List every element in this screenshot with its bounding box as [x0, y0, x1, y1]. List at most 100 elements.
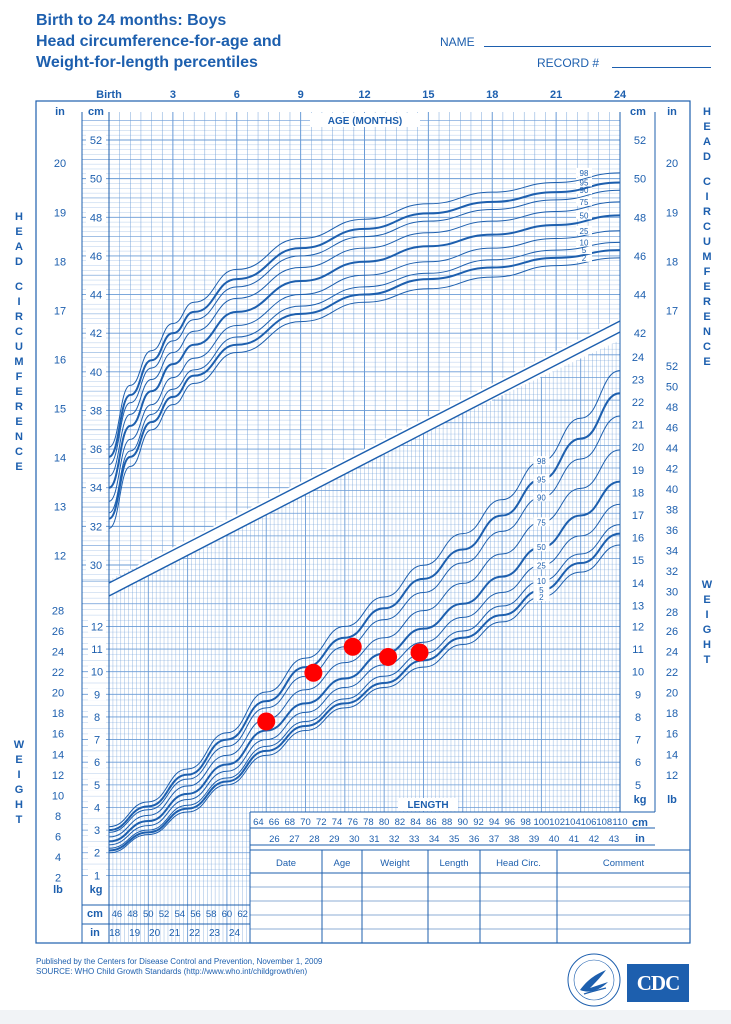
- age-axis-title: AGE (MONTHS): [328, 116, 402, 127]
- wfl-label-bg: [533, 585, 550, 595]
- length-axis-title: LENGTH: [407, 800, 448, 811]
- wfl-kg-tick-left: 11: [91, 644, 102, 656]
- hc-cm-bg: [86, 211, 106, 224]
- length-in-upper-tick: 29: [329, 834, 340, 845]
- wfl-lb-bg-right: [660, 645, 684, 658]
- head-circumference-label-left: C: [15, 326, 23, 338]
- hc-in-bg: [48, 500, 70, 513]
- name-field[interactable]: [484, 46, 711, 47]
- hc-curve-p25: [108, 230, 621, 502]
- wfl-kg-bg-right: [626, 756, 650, 769]
- hc-in-bg-right: [660, 304, 684, 317]
- wfl-kg-bg-right: [626, 441, 650, 454]
- hc-cm-bg-right: [625, 211, 651, 224]
- weight-label-left: G: [15, 784, 24, 796]
- length-in-upper-tick: 26: [269, 834, 280, 845]
- hc-curve-p5: [108, 249, 621, 520]
- length-in-upper-tick: 28: [309, 834, 320, 845]
- wfl-kg-tick-left: 8: [94, 712, 100, 724]
- length-in-lower-tick: 24: [229, 928, 241, 939]
- wfl-lb-bg-right: [660, 606, 684, 619]
- wfl-kg-bg-right: [626, 599, 650, 612]
- length-in-upper-tick: 38: [509, 834, 520, 845]
- hc-cm-bg: [86, 520, 106, 533]
- length-in-upper-tick: 36: [469, 834, 480, 845]
- hc-cm-tick-left: 30: [90, 560, 102, 572]
- wfl-kg-tick-right: 7: [635, 735, 641, 747]
- head-circumference-label-right: C: [703, 221, 711, 233]
- length-cm-lower-tick: 50: [143, 909, 154, 920]
- wfl-lb-tick-left: 8: [55, 811, 61, 823]
- wfl-lb-tick-left: 24: [52, 647, 64, 659]
- wfl-kg-bg: [88, 710, 106, 723]
- record-field[interactable]: [612, 67, 711, 68]
- wfl-kg-unit-left: kg: [90, 884, 103, 896]
- hc-cm-tick-right: 42: [634, 328, 646, 340]
- wfl-lb-bg-right: [660, 421, 684, 434]
- wfl-percentile-label: 5: [539, 586, 544, 595]
- wfl-lb-bg-right: [660, 686, 684, 699]
- wfl-kg-bg: [88, 869, 106, 882]
- hc-percentile-label: 5: [582, 246, 587, 255]
- wfl-kg-bg-right: [626, 688, 650, 701]
- wfl-lb-bg: [48, 850, 68, 863]
- hc-label-bg: [576, 245, 592, 255]
- head-circumference-label-left: F: [16, 371, 23, 383]
- wfl-lb-tick-right: 30: [666, 587, 678, 599]
- length-cm-upper-tick: 76: [347, 817, 358, 828]
- hc-cm-tick-left: 32: [90, 521, 102, 533]
- wfl-kg-bg-right: [626, 373, 650, 386]
- hc-curve-p50: [108, 214, 621, 489]
- hc-cm-tick-left: 34: [90, 483, 102, 495]
- hc-in-tick-left: 15: [54, 404, 66, 416]
- length-in-unit-upper: in: [635, 833, 645, 845]
- wfl-kg-bg-right: [626, 396, 650, 408]
- length-cm-upper-tick: 90: [457, 817, 468, 828]
- bottom-band: [0, 1010, 731, 1024]
- hc-curve-p98: [108, 172, 621, 448]
- wfl-lb-bg: [48, 748, 68, 761]
- hc-cm-tick-right: 46: [634, 251, 646, 263]
- hc-in-tick-left: 14: [54, 453, 66, 465]
- wfl-kg-bg-right: [626, 576, 650, 589]
- hc-cm-tick-left: 46: [90, 251, 102, 263]
- wfl-lb-tick-right: 34: [666, 546, 678, 558]
- table-header-comment: Comment: [603, 858, 645, 869]
- wfl-lb-bg-right: [660, 483, 684, 496]
- wfl-percentile-label: 25: [537, 561, 546, 570]
- hc-in-unit-right: in: [667, 106, 677, 118]
- length-in-lower-tick: 22: [189, 928, 201, 939]
- head-circumference-label-right: A: [703, 136, 711, 148]
- head-circumference-label-right: I: [705, 191, 708, 203]
- head-circumference-label-left: C: [15, 281, 23, 293]
- wfl-kg-tick-left: 7: [94, 735, 100, 747]
- hc-in-bg: [48, 157, 70, 170]
- hc-in-tick-left: 16: [54, 354, 66, 366]
- hc-cm-tick-left: 36: [90, 444, 102, 456]
- length-cm-lower-tick: 60: [222, 909, 233, 920]
- wfl-lb-tick-right: 14: [666, 749, 678, 761]
- length-cm-lower-tick: 48: [127, 909, 138, 920]
- wfl-label-bg: [533, 542, 550, 552]
- wfl-kg-bg-right: [626, 486, 650, 499]
- hc-cm-bg: [86, 327, 106, 340]
- wfl-kg-bg: [88, 824, 106, 837]
- wfl-lb-bg-right: [660, 462, 684, 475]
- hc-cm-bg: [86, 404, 106, 417]
- wfl-kg-tick-right: 12: [632, 621, 644, 633]
- wfl-lb-bg-right: [660, 360, 684, 373]
- length-in-lower-tick: 21: [169, 928, 181, 939]
- wfl-kg-tick-right: 11: [632, 644, 643, 656]
- record-label: RECORD #: [537, 56, 600, 70]
- age-tick-label: 3: [170, 89, 176, 101]
- hc-mask: [109, 318, 620, 580]
- wfl-kg-bg: [88, 665, 106, 678]
- hc-label-bg: [576, 210, 592, 220]
- footer-source: SOURCE: WHO Child Growth Standards (http…: [36, 967, 308, 976]
- length-in-upper-tick: 42: [589, 834, 600, 845]
- wfl-lb-bg-right: [660, 727, 684, 740]
- wfl-lb-bg: [48, 727, 68, 740]
- wfl-lb-tick-right: 40: [666, 484, 678, 496]
- wfl-lb-tick-right: 36: [666, 525, 678, 537]
- hc-in-tick-left: 20: [54, 158, 66, 170]
